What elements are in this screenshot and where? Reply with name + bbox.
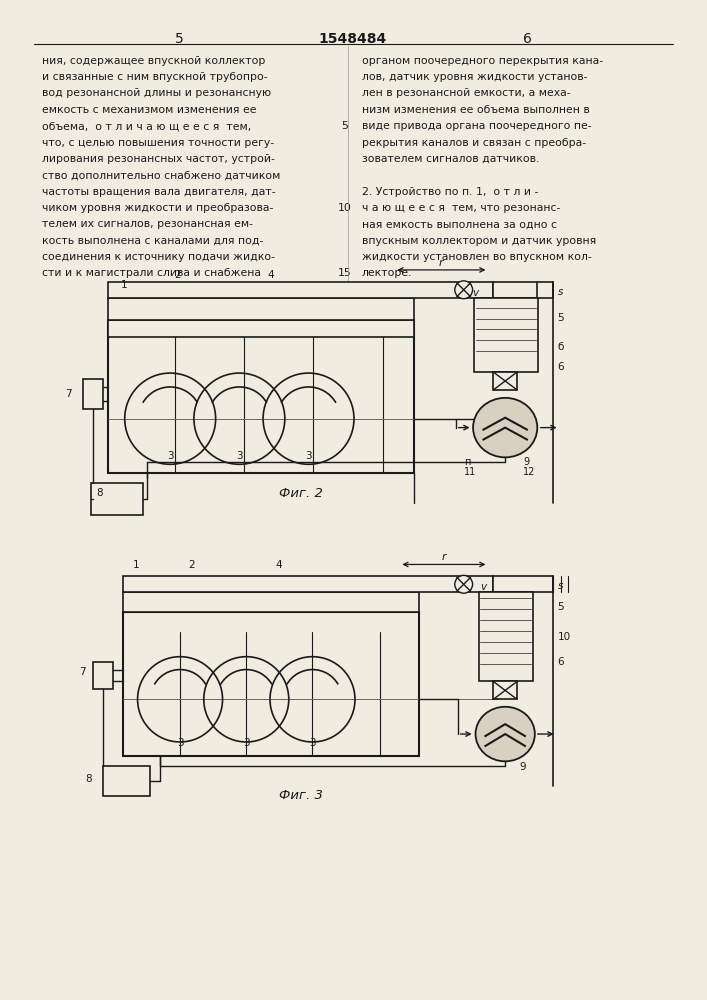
Text: v: v bbox=[472, 288, 479, 298]
Text: 2. Устройство по п. 1,  о т л и -: 2. Устройство по п. 1, о т л и - bbox=[362, 187, 538, 197]
Text: 9: 9 bbox=[523, 457, 529, 467]
Text: 6: 6 bbox=[523, 32, 532, 46]
Text: лов, датчик уровня жидкости установ-: лов, датчик уровня жидкости установ- bbox=[362, 72, 588, 82]
Text: частоты вращения вала двигателя, дат-: частоты вращения вала двигателя, дат- bbox=[42, 187, 275, 197]
Text: 6: 6 bbox=[558, 362, 564, 372]
Text: п: п bbox=[464, 457, 470, 467]
Text: сти и к магистрали слива и снабжена: сти и к магистрали слива и снабжена bbox=[42, 268, 261, 278]
Text: рекрытия каналов и связан с преобра-: рекрытия каналов и связан с преобра- bbox=[362, 138, 586, 148]
Text: телем их сигналов, резонансная ем-: телем их сигналов, резонансная ем- bbox=[42, 219, 252, 229]
Text: 10: 10 bbox=[338, 203, 352, 213]
Text: 8: 8 bbox=[96, 488, 103, 498]
Text: 5: 5 bbox=[558, 313, 564, 323]
Text: r: r bbox=[442, 552, 446, 562]
Text: r: r bbox=[438, 258, 443, 268]
Text: 12: 12 bbox=[523, 467, 535, 477]
Text: соединения к источнику подачи жидко-: соединения к источнику подачи жидко- bbox=[42, 252, 275, 262]
Text: 3: 3 bbox=[243, 738, 250, 748]
Text: 7: 7 bbox=[65, 389, 71, 399]
Text: 3: 3 bbox=[177, 738, 183, 748]
Bar bbox=[103, 766, 151, 796]
Text: 1: 1 bbox=[133, 560, 139, 570]
Text: 2: 2 bbox=[189, 560, 195, 570]
Text: лирования резонансных частот, устрой-: лирования резонансных частот, устрой- bbox=[42, 154, 274, 164]
Text: 3: 3 bbox=[305, 451, 312, 461]
Text: вод резонансной длины и резонансную: вод резонансной длины и резонансную bbox=[42, 88, 271, 98]
Text: Фиг. 2: Фиг. 2 bbox=[279, 487, 322, 500]
Text: 5: 5 bbox=[341, 121, 349, 131]
Text: зователем сигналов датчиков.: зователем сигналов датчиков. bbox=[362, 154, 539, 164]
Circle shape bbox=[455, 281, 472, 299]
Bar bbox=[108, 282, 493, 298]
Bar bbox=[108, 320, 414, 473]
Bar bbox=[474, 298, 538, 372]
Text: низм изменения ее объема выполнен в: низм изменения ее объема выполнен в bbox=[362, 105, 590, 115]
Ellipse shape bbox=[473, 398, 537, 457]
Bar bbox=[108, 298, 414, 320]
Text: s: s bbox=[558, 287, 563, 297]
Bar bbox=[493, 372, 517, 390]
Bar bbox=[123, 592, 419, 612]
Text: v: v bbox=[480, 582, 486, 592]
Text: б: б bbox=[558, 342, 564, 352]
Text: Фиг. 3: Фиг. 3 bbox=[279, 789, 322, 802]
Text: ч а ю щ е е с я  тем, что резонанс-: ч а ю щ е е с я тем, что резонанс- bbox=[362, 203, 560, 213]
Bar bbox=[108, 320, 414, 337]
Text: ство дополнительно снабжено датчиком: ство дополнительно снабжено датчиком bbox=[42, 170, 280, 180]
Bar bbox=[493, 576, 553, 592]
Text: что, с целью повышения точности регу-: что, с целью повышения точности регу- bbox=[42, 138, 274, 148]
Text: 11: 11 bbox=[464, 467, 476, 477]
Text: 9: 9 bbox=[519, 762, 525, 772]
Text: лен в резонансной емкости, а меха-: лен в резонансной емкости, а меха- bbox=[362, 88, 571, 98]
Text: 7: 7 bbox=[79, 667, 86, 677]
Text: чиком уровня жидкости и преобразова-: чиком уровня жидкости и преобразова- bbox=[42, 203, 273, 213]
Text: 8: 8 bbox=[86, 774, 92, 784]
Text: 1: 1 bbox=[121, 280, 127, 290]
Text: 1548484: 1548484 bbox=[319, 32, 387, 46]
Text: 3: 3 bbox=[309, 738, 316, 748]
Text: 6: 6 bbox=[558, 657, 564, 667]
Text: ная емкость выполнена за одно с: ная емкость выполнена за одно с bbox=[362, 219, 557, 229]
Text: впускным коллектором и датчик уровня: впускным коллектором и датчик уровня bbox=[362, 236, 596, 246]
Text: жидкости установлен во впускном кол-: жидкости установлен во впускном кол- bbox=[362, 252, 592, 262]
Bar bbox=[123, 612, 419, 756]
Text: 5: 5 bbox=[175, 32, 183, 46]
Text: и связанные с ним впускной трубопро-: и связанные с ним впускной трубопро- bbox=[42, 72, 267, 82]
Bar bbox=[83, 379, 103, 409]
Ellipse shape bbox=[476, 707, 534, 761]
Text: s: s bbox=[558, 581, 563, 591]
Text: лекторе.: лекторе. bbox=[362, 268, 412, 278]
Bar bbox=[91, 483, 143, 515]
Text: 15: 15 bbox=[338, 268, 352, 278]
Bar bbox=[479, 592, 533, 681]
Text: емкость с механизмом изменения ее: емкость с механизмом изменения ее bbox=[42, 105, 256, 115]
Text: 5: 5 bbox=[558, 602, 564, 612]
Text: объема,  о т л и ч а ю щ е е с я  тем,: объема, о т л и ч а ю щ е е с я тем, bbox=[42, 121, 251, 131]
Text: органом поочередного перекрытия кана-: органом поочередного перекрытия кана- bbox=[362, 56, 603, 66]
Bar bbox=[93, 662, 113, 689]
Text: 3: 3 bbox=[236, 451, 243, 461]
Circle shape bbox=[455, 575, 472, 593]
Text: 4: 4 bbox=[268, 270, 274, 280]
Text: 4: 4 bbox=[276, 560, 282, 570]
Text: ния, содержащее впускной коллектор: ния, содержащее впускной коллектор bbox=[42, 56, 265, 66]
Bar bbox=[123, 576, 493, 592]
Text: 3: 3 bbox=[167, 451, 173, 461]
Bar bbox=[493, 282, 553, 298]
Text: 10: 10 bbox=[558, 632, 571, 642]
Text: кость выполнена с каналами для под-: кость выполнена с каналами для под- bbox=[42, 236, 263, 246]
Text: виде привода органа поочередного пе-: виде привода органа поочередного пе- bbox=[362, 121, 592, 131]
Bar bbox=[493, 681, 517, 699]
Text: 2: 2 bbox=[174, 270, 180, 280]
